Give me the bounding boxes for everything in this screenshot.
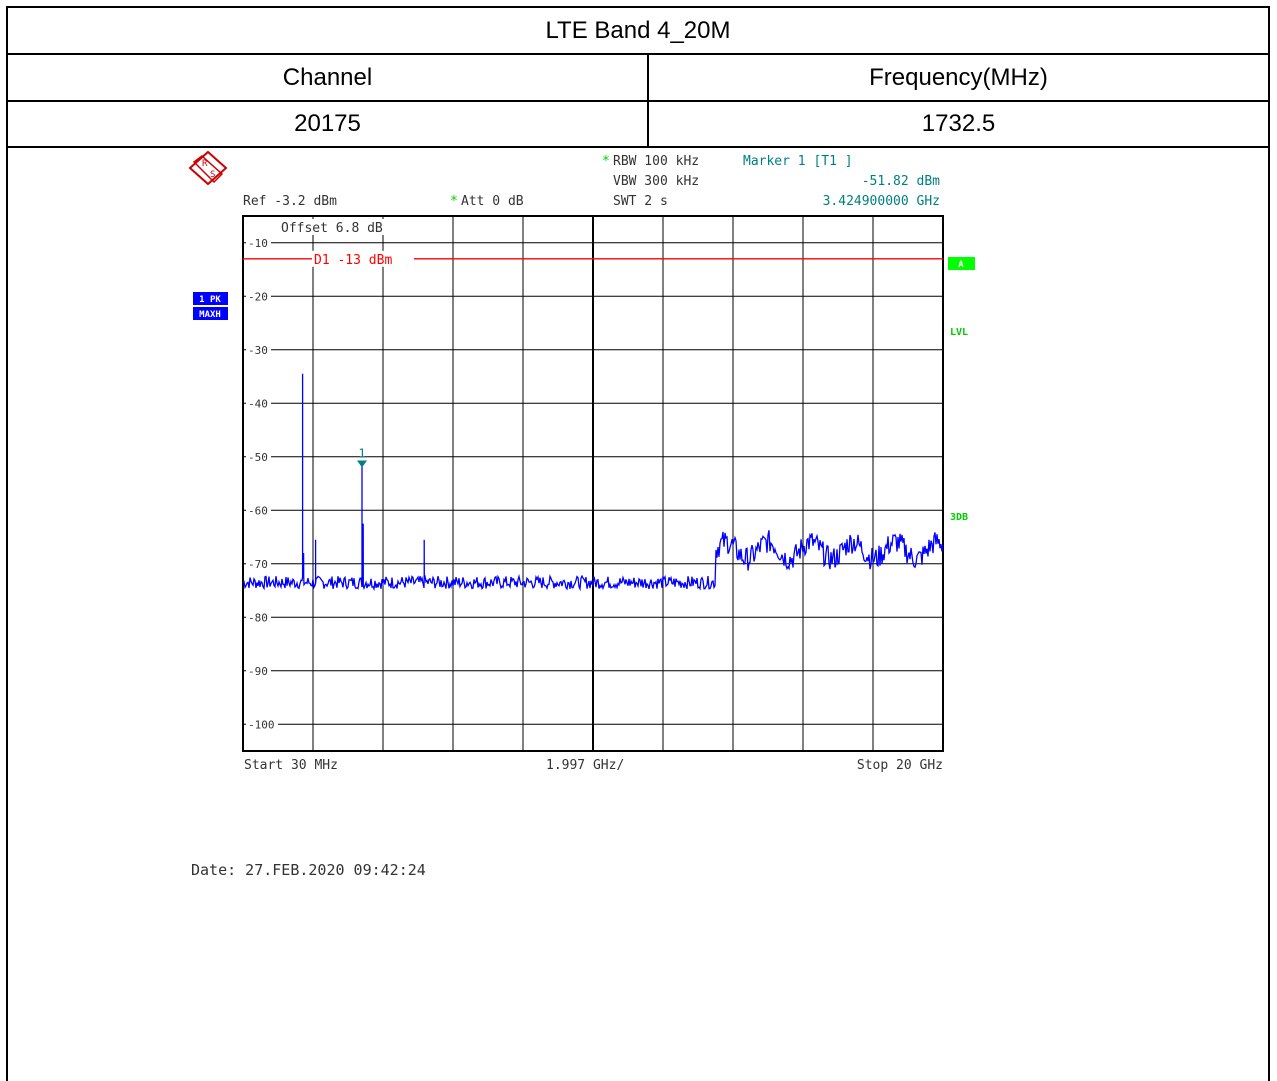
y-tick-bg bbox=[246, 504, 271, 517]
y-tick-bg bbox=[246, 611, 271, 624]
limit-line: D1 -13 dBm bbox=[243, 250, 943, 268]
svg-text:R: R bbox=[202, 159, 208, 169]
swt-label: SWT 2 s bbox=[613, 194, 668, 209]
limit-label: D1 -13 dBm bbox=[314, 253, 392, 268]
y-tick-bg bbox=[246, 236, 271, 249]
offset-text: Offset 6.8 dB bbox=[281, 221, 383, 236]
y-tick-bg bbox=[246, 343, 271, 356]
spectrum-trace bbox=[242, 373, 944, 592]
y-tick-label: -90 bbox=[248, 665, 268, 678]
att-star: * bbox=[450, 194, 458, 209]
y-tick-bg bbox=[246, 397, 271, 410]
y-tick-label: -50 bbox=[248, 451, 268, 464]
channel-value: 20175 bbox=[294, 109, 361, 137]
rbw-label: RBW 100 kHz bbox=[613, 154, 699, 169]
y-tick-bg bbox=[246, 557, 271, 570]
marker-number: 1 bbox=[358, 446, 365, 460]
y-tick-label: -20 bbox=[248, 290, 268, 303]
vbw-label: VBW 300 kHz bbox=[613, 174, 699, 189]
document-frame bbox=[6, 6, 1270, 1081]
span-per-division: 1.997 GHz/ bbox=[546, 758, 624, 773]
stop-frequency: Stop 20 GHz bbox=[857, 758, 943, 773]
table-divider bbox=[6, 146, 1270, 148]
table-title: LTE Band 4_20M bbox=[545, 16, 731, 44]
table-divider bbox=[6, 53, 1270, 55]
y-tick-label: -10 bbox=[248, 237, 268, 250]
table-column-divider bbox=[647, 54, 649, 147]
side-badge-a-bg bbox=[948, 257, 975, 270]
offset-label: Offset 6.8 dB bbox=[278, 219, 418, 236]
y-tick-label: -60 bbox=[248, 504, 268, 517]
marker-frequency: 3.424900000 GHz bbox=[823, 194, 940, 209]
y-tick-bg bbox=[246, 450, 271, 463]
y-tick-label: -70 bbox=[248, 558, 268, 571]
frequency-header: Frequency(MHz) bbox=[869, 63, 1048, 91]
trace-badge-bg bbox=[193, 307, 228, 320]
y-tick-label: -30 bbox=[248, 344, 268, 357]
side-label-lvl: LVL bbox=[950, 327, 968, 338]
measurement-date: Date: 27.FEB.2020 09:42:24 bbox=[191, 861, 426, 879]
channel-header: Channel bbox=[282, 63, 373, 91]
side-label-3db: 3DB bbox=[950, 512, 968, 523]
rbw-star: * bbox=[602, 154, 610, 169]
marker-level: -51.82 dBm bbox=[862, 174, 940, 189]
y-tick-label: -40 bbox=[248, 397, 268, 410]
y-tick-bg bbox=[246, 290, 271, 303]
offset-bg bbox=[278, 219, 418, 235]
trace-badge-maxh: MAXH bbox=[199, 310, 221, 320]
y-tick-bg bbox=[246, 664, 271, 677]
side-badge-a: A bbox=[958, 260, 964, 270]
svg-text:S: S bbox=[210, 170, 215, 180]
marker-triangle-icon bbox=[357, 460, 367, 468]
y-axis-labels: -10 -20 -30 -40 -50 -60 -70 -80 -90 -100 bbox=[246, 236, 278, 731]
table-divider bbox=[6, 100, 1270, 102]
y-tick-label: -80 bbox=[248, 611, 268, 624]
marker-1: 1 bbox=[357, 446, 367, 468]
start-frequency: Start 30 MHz bbox=[244, 758, 338, 773]
frequency-value: 1732.5 bbox=[921, 109, 996, 137]
rohde-schwarz-logo-icon: R S bbox=[188, 150, 228, 186]
graticule bbox=[242, 215, 944, 752]
marker-title: Marker 1 [T1 ] bbox=[743, 154, 853, 169]
ref-level: Ref -3.2 dBm bbox=[243, 194, 337, 209]
trace-badge-bg bbox=[193, 292, 228, 305]
attenuation: Att 0 dB bbox=[461, 194, 524, 209]
y-tick-bg bbox=[246, 718, 278, 731]
limit-label-bg bbox=[312, 250, 414, 267]
y-tick-label: -100 bbox=[248, 718, 275, 731]
trace-badge-pk: 1 PK bbox=[199, 295, 221, 305]
